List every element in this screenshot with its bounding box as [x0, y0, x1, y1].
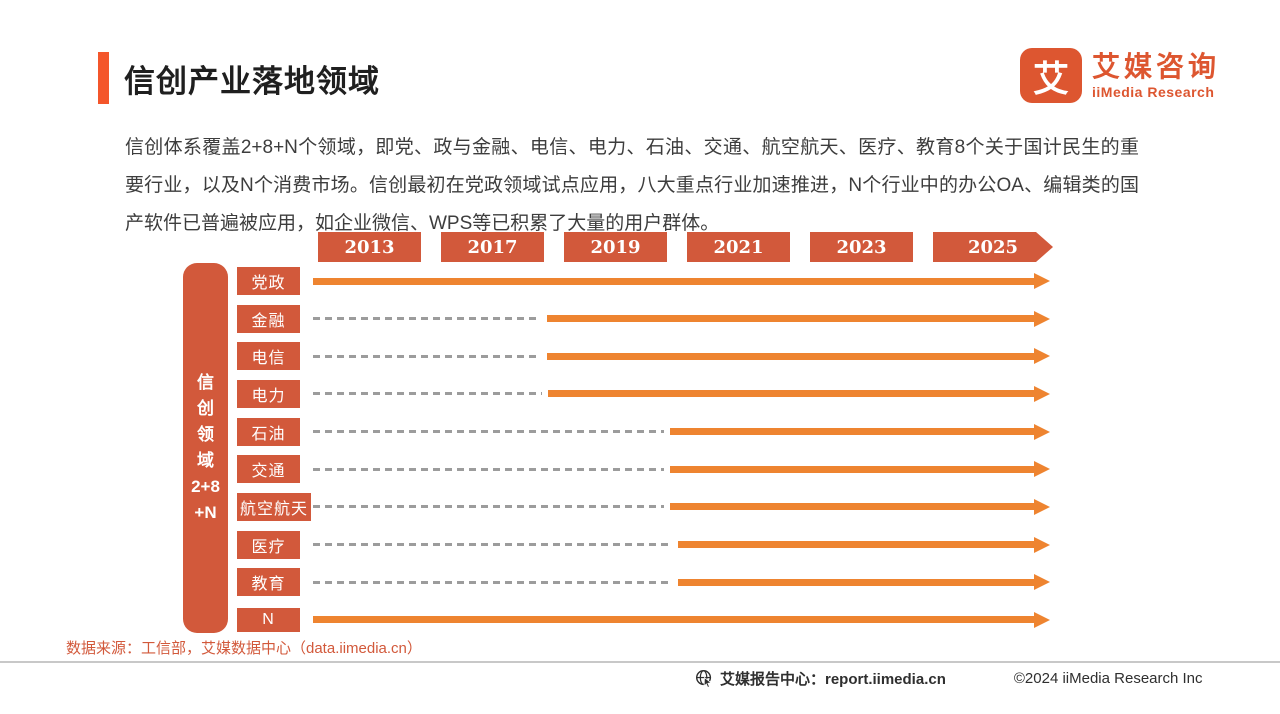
footer-divider — [0, 661, 1280, 663]
arrow-head-电力 — [1034, 385, 1050, 402]
axis-label-line: 领 — [197, 425, 214, 444]
dashed-segment-石油 — [313, 430, 664, 434]
arrow-bar-N — [313, 616, 1035, 624]
dashed-segment-交通 — [313, 467, 664, 471]
axis-label-bar: 信创领域 2+8 +N — [183, 263, 228, 633]
dashed-segment-医疗 — [313, 543, 672, 547]
axis-label-line: 域 — [197, 451, 214, 470]
arrow-bar-航空航天 — [669, 503, 1035, 511]
dashed-segment-航空航天 — [313, 505, 664, 509]
dashed-segment-金融 — [313, 317, 541, 321]
axis-label-line: +N — [194, 503, 217, 522]
arrow-bar-医疗 — [677, 541, 1035, 549]
arrow-bar-党政 — [313, 277, 1035, 285]
year-box-2017: 2017 — [441, 232, 544, 262]
row-label-N: N — [237, 607, 300, 632]
year-box-2023: 2023 — [810, 232, 913, 262]
row-label-石油: 石油 — [237, 417, 300, 446]
year-box-2019: 2019 — [564, 232, 667, 262]
footer: 艾媒报告中心：report.iimedia.cn ©2024 iiMedia R… — [695, 668, 1203, 689]
row-label-电信: 电信 — [237, 342, 300, 371]
row-label-教育: 教育 — [237, 568, 300, 597]
report-center-link: 艾媒报告中心：report.iimedia.cn — [720, 671, 946, 688]
axis-label-line: 创 — [197, 399, 214, 418]
arrow-bar-电力 — [548, 390, 1035, 398]
axis-label-line: 2+8 — [191, 477, 220, 496]
logo-text: 艾媒咨询 iiMedia Research — [1092, 50, 1221, 100]
globe-cursor-icon — [695, 669, 713, 688]
arrow-head-交通 — [1034, 461, 1050, 478]
arrow-head-石油 — [1034, 423, 1050, 440]
arrow-bar-交通 — [669, 465, 1035, 473]
row-label-党政: 党政 — [237, 267, 300, 295]
row-label-交通: 交通 — [237, 455, 300, 484]
dashed-segment-教育 — [313, 580, 672, 584]
arrow-bar-电信 — [546, 352, 1035, 360]
logo-name-en: iiMedia Research — [1092, 83, 1215, 100]
page-title: 信创产业落地领域 — [124, 64, 380, 99]
logo-name-cn: 艾媒咨询 — [1092, 50, 1221, 82]
data-source-note: 数据来源：工信部，艾媒数据中心（data.iimedia.cn） — [66, 640, 422, 657]
year-box-2013: 2013 — [318, 232, 421, 262]
intro-paragraph: 信创体系覆盖2+8+N个领域，即党、政与金融、电信、电力、石油、交通、航空航天、… — [125, 137, 1139, 234]
arrow-head-党政 — [1034, 273, 1050, 289]
timeline-chart: 2013 2017 2019 2021 2023 2025 信创领域 2+8 +N 党政金融电信电… — [183, 232, 1063, 634]
arrow-head-教育 — [1034, 574, 1050, 591]
year-box-2021: 2021 — [687, 232, 790, 262]
axis-label-line: 信 — [197, 373, 214, 392]
arrow-head-航空航天 — [1034, 498, 1050, 515]
iimedia-logo: 艾 艾媒咨询 iiMedia Research — [1020, 48, 1220, 103]
dashed-segment-电力 — [313, 392, 543, 396]
iimedia-logo-icon: 艾 — [1020, 48, 1082, 103]
arrow-bar-金融 — [546, 315, 1035, 323]
row-label-医疗: 医疗 — [237, 530, 300, 559]
title-accent-bar — [98, 52, 109, 104]
arrow-head-N — [1034, 611, 1050, 628]
dashed-segment-电信 — [313, 354, 541, 358]
arrow-head-金融 — [1034, 310, 1050, 327]
year-box-2025: 2025 — [933, 232, 1053, 262]
arrow-head-医疗 — [1034, 536, 1050, 553]
arrow-head-电信 — [1034, 348, 1050, 365]
row-label-航空航天: 航空航天 — [237, 492, 311, 521]
arrow-bar-教育 — [677, 578, 1035, 586]
row-label-金融: 金融 — [237, 304, 300, 333]
copyright-text: ©2024 iiMedia Research Inc — [1013, 670, 1203, 687]
arrow-bar-石油 — [669, 428, 1035, 436]
row-label-电力: 电力 — [237, 379, 300, 408]
